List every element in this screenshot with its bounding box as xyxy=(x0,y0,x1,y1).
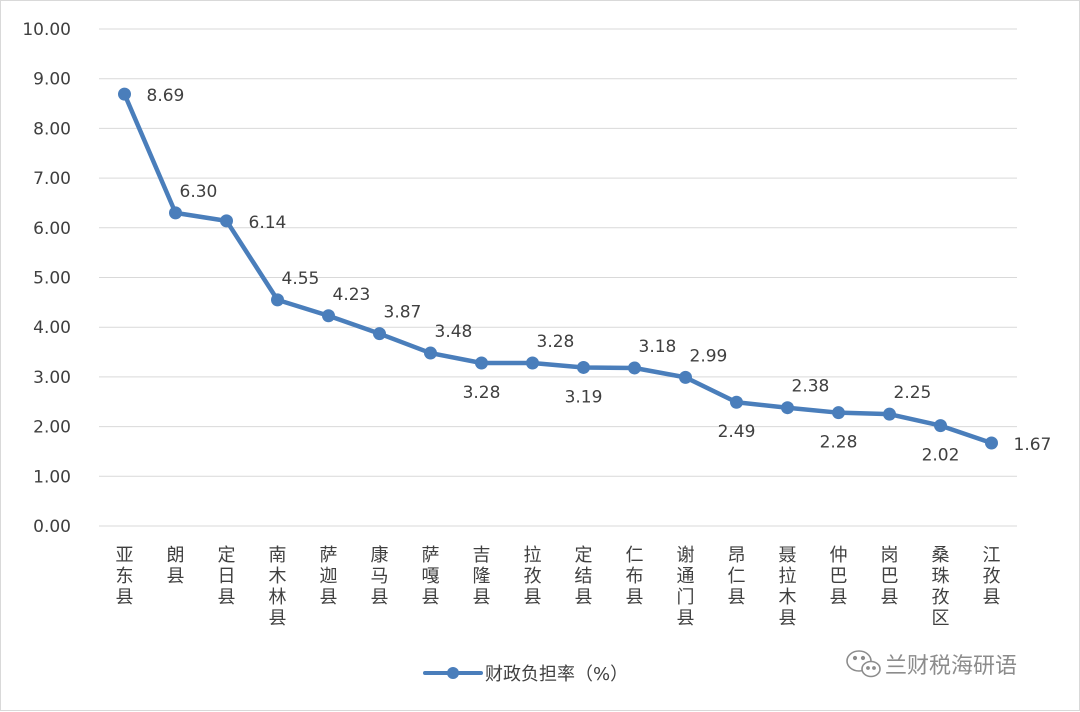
data-labels: 8.69 6.30 6.14 4.55 4.23 3.87 3.48 3.28 3.28 3.19… xyxy=(147,86,1052,465)
data-label: 3.87 xyxy=(384,303,422,323)
legend-label: 财政负担率（%） xyxy=(485,664,628,685)
data-point xyxy=(373,327,386,341)
x-category-label: 聂拉木县 xyxy=(779,545,797,629)
x-category-label: 定结县 xyxy=(575,545,593,608)
data-point xyxy=(577,360,590,374)
data-point xyxy=(271,293,284,307)
data-label: 2.99 xyxy=(690,346,728,366)
data-point xyxy=(424,346,437,360)
y-tick-label: 1.00 xyxy=(33,467,71,487)
data-label: 2.49 xyxy=(718,422,756,442)
data-label: 2.38 xyxy=(792,377,830,397)
data-point xyxy=(934,419,947,433)
x-category-label: 昂仁县 xyxy=(728,545,746,608)
data-label: 4.55 xyxy=(282,269,320,289)
series-line xyxy=(122,93,993,446)
y-tick-label: 5.00 xyxy=(33,269,71,289)
y-tick-label: 8.00 xyxy=(33,119,71,139)
x-category-label: 仁布县 xyxy=(626,545,644,608)
data-point xyxy=(883,407,896,421)
x-category-label: 谢通门县 xyxy=(677,545,695,629)
data-label: 6.14 xyxy=(249,213,287,233)
y-tick-label: 9.00 xyxy=(33,70,71,90)
gridlines xyxy=(99,28,1017,527)
watermark-text: 兰财税海研语 xyxy=(885,654,1017,679)
data-points xyxy=(118,87,998,450)
data-label: 2.02 xyxy=(922,446,960,466)
data-label: 1.67 xyxy=(1014,435,1052,455)
x-category-label: 萨迦县 xyxy=(320,545,338,608)
data-label: 3.28 xyxy=(463,383,501,403)
data-label: 2.28 xyxy=(820,433,858,453)
y-tick-label: 3.00 xyxy=(33,368,71,388)
data-point xyxy=(985,436,998,450)
x-category-label: 亚东县 xyxy=(116,545,134,608)
data-label: 3.48 xyxy=(435,322,473,342)
y-tick-label: 0.00 xyxy=(33,517,71,537)
data-point xyxy=(169,206,182,220)
data-label: 3.28 xyxy=(537,332,575,352)
x-category-label: 康马县 xyxy=(371,545,389,608)
data-point xyxy=(832,406,845,420)
x-category-label: 定日县 xyxy=(218,545,236,608)
y-tick-label: 6.00 xyxy=(33,219,71,239)
data-point xyxy=(526,356,539,370)
x-category-label: 岗巴县 xyxy=(881,545,899,608)
x-category-label: 拉孜县 xyxy=(524,545,542,608)
data-point xyxy=(730,395,743,409)
data-point xyxy=(322,309,335,323)
data-label: 3.18 xyxy=(639,337,677,357)
x-category-label: 吉隆县 xyxy=(473,545,491,608)
data-point xyxy=(679,370,692,384)
data-point xyxy=(475,356,488,370)
x-category-label: 桑珠孜区 xyxy=(932,545,950,629)
y-axis-ticks: 0.00 1.00 2.00 3.00 4.00 5.00 6.00 7.00 8.00 9.00… xyxy=(22,20,71,537)
data-label: 2.25 xyxy=(894,383,932,403)
x-category-label: 朗县 xyxy=(167,545,185,587)
data-point xyxy=(781,401,794,415)
legend-dot-marker xyxy=(447,667,459,679)
x-category-label: 南木林县 xyxy=(269,545,287,629)
x-category-label: 江孜县 xyxy=(983,545,1001,608)
data-point xyxy=(118,87,131,101)
y-tick-label: 10.00 xyxy=(22,20,71,40)
y-tick-label: 2.00 xyxy=(33,418,71,438)
x-axis-categories: 亚东县 朗县 定日县 南木林县 萨迦县 康马县 萨嘎县 吉隆县 拉孜县 定结县 仁布县 谢通门县 昂仁县… xyxy=(116,545,1001,629)
data-label: 3.19 xyxy=(565,387,603,407)
y-tick-label: 4.00 xyxy=(33,318,71,338)
x-category-label: 萨嘎县 xyxy=(422,545,440,608)
data-point xyxy=(628,361,641,375)
series-line-layer xyxy=(122,93,993,446)
data-label: 8.69 xyxy=(147,86,185,106)
legend: 财政负担率（%） xyxy=(423,664,628,685)
watermark: 兰财税海研语 xyxy=(846,650,1017,679)
y-tick-label: 7.00 xyxy=(33,169,71,189)
wechat-icon xyxy=(846,650,881,678)
x-category-label: 仲巴县 xyxy=(830,545,848,608)
data-label: 4.23 xyxy=(333,285,371,305)
data-label: 6.30 xyxy=(180,182,218,202)
data-point xyxy=(220,214,233,228)
